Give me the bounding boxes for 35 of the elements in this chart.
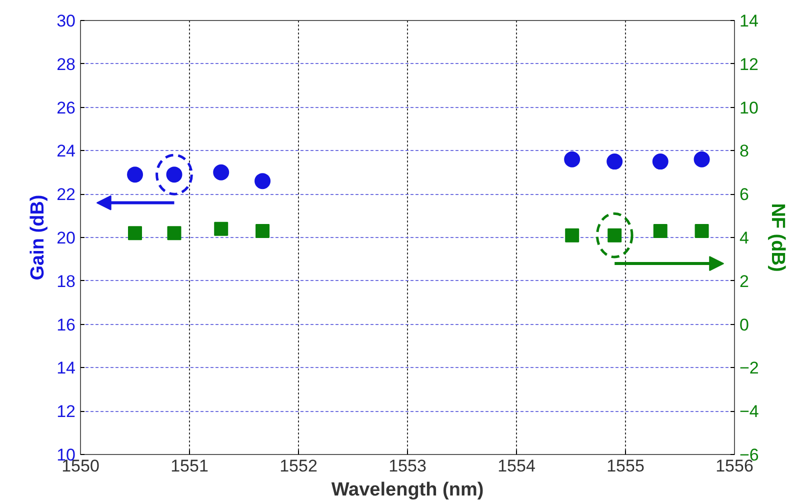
y2-tick-label: −2: [740, 358, 759, 378]
y-tick-label: 26: [56, 98, 76, 118]
y2-tick-label: 14: [740, 12, 758, 30]
y-tick-label: 16: [56, 315, 76, 334]
point: [127, 166, 143, 183]
y2-tick-label: 0: [740, 315, 749, 334]
y-tick-label: 22: [56, 185, 76, 204]
y2-axis-title: NF (dB): [766, 203, 788, 272]
y2-tick-label: 4: [740, 228, 749, 248]
x-tick-label: 1551: [170, 456, 208, 476]
x-axis-title: Wavelength (nm): [331, 480, 484, 500]
point: [694, 151, 710, 168]
y2-tick-label: −4: [740, 402, 759, 422]
x-tick-label: 1553: [388, 456, 426, 476]
y2-tick-label: 2: [740, 272, 749, 291]
point: [254, 173, 271, 190]
y-tick-label: 12: [56, 402, 76, 422]
y2-tick-label: 8: [740, 142, 749, 161]
x-tick-label: 1555: [606, 456, 644, 476]
x-tick-label: 1554: [498, 456, 536, 476]
y2-tick-label: 12: [740, 54, 758, 74]
point: [652, 154, 668, 170]
point: [606, 154, 623, 170]
y-tick-label: 28: [56, 54, 76, 74]
y-axis-title: Gain (dB): [28, 194, 49, 280]
y2-tick-label: 6: [740, 185, 749, 204]
y-tick-label: 24: [56, 142, 76, 161]
x-tick-label: 1552: [280, 456, 318, 476]
y-tick-label: 18: [56, 272, 76, 291]
y-tick-label: 20: [56, 228, 76, 248]
y-tick-label: 14: [56, 358, 76, 378]
point: [213, 164, 230, 180]
y2-tick-label: 10: [740, 98, 758, 118]
point: [564, 151, 580, 168]
y-tick-label: 30: [56, 12, 76, 30]
